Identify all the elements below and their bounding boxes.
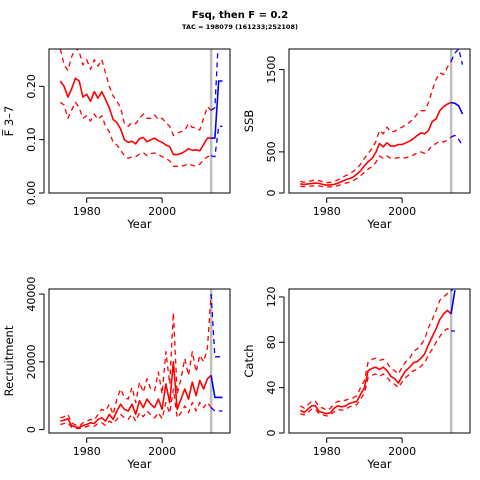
series-projection-median-line xyxy=(211,80,223,139)
series-projection-median-line xyxy=(210,375,223,399)
x-axis-label: Year xyxy=(126,217,152,231)
series-projection-upper-line xyxy=(450,49,464,65)
y-tick-label: 0 xyxy=(25,426,38,433)
x-axis-label: Year xyxy=(366,217,392,231)
plot-frame xyxy=(48,48,231,194)
series-historic-upper-line xyxy=(299,290,452,411)
y-tick-label: 0.10 xyxy=(25,127,38,152)
series-historic-lower-line xyxy=(300,328,452,417)
y-tick-label: 1500 xyxy=(265,56,278,84)
x-axis-label: Year xyxy=(366,457,392,471)
x-tick-label: 1980 xyxy=(313,445,341,458)
figure-title: Fsq, then F = 0.2 xyxy=(191,10,289,21)
y-tick-label: 0.20 xyxy=(25,74,38,99)
series-projection-lower-line xyxy=(210,125,223,158)
y-axis-label: Catch xyxy=(242,344,256,377)
plot-frame xyxy=(48,288,231,434)
y-tick-label: 40000 xyxy=(25,277,38,312)
series-projection-lower-line xyxy=(450,134,464,146)
y-tick-label: 0.00 xyxy=(25,181,38,206)
x-tick-label: 1980 xyxy=(73,205,101,218)
x-axis-label: Year xyxy=(126,457,152,471)
series-historic-upper-line xyxy=(300,60,452,184)
series-historic-median-line xyxy=(60,360,212,429)
series-historic-lower-line xyxy=(60,388,212,430)
plot-frame xyxy=(288,48,471,194)
series-projection-upper-line xyxy=(210,49,219,111)
series-historic-lower-line xyxy=(59,101,212,167)
y-tick-label: 120 xyxy=(265,286,278,307)
y-tick-label: 40 xyxy=(265,381,278,395)
plot-frame xyxy=(288,288,471,434)
y-axis-label: SSB xyxy=(242,110,256,133)
series-projection-upper-line xyxy=(450,289,454,292)
x-tick-label: 2000 xyxy=(148,445,176,458)
y-tick-label: 500 xyxy=(265,141,278,162)
y-tick-label: 20000 xyxy=(25,344,38,379)
figure-subtitle: TAC = 198079 (161233;252108) xyxy=(182,23,298,31)
series-projection-median-line xyxy=(450,101,464,115)
panel-bottom-right: 1980 2000 0 40 80 120 Year Catch xyxy=(242,286,471,471)
y-axis-label: Recruitment xyxy=(2,325,16,396)
series-historic-median-line xyxy=(299,309,452,415)
y-tick-label: 80 xyxy=(265,335,278,349)
y-tick-label: 0 xyxy=(265,190,278,197)
x-tick-label: 2000 xyxy=(388,445,416,458)
series-historic-upper-line xyxy=(59,49,212,137)
series-projection-upper-line xyxy=(210,294,223,358)
series-historic-lower-line xyxy=(300,136,452,188)
x-tick-label: 1980 xyxy=(73,445,101,458)
panel-top-left: 1980 2000 0.00 0.10 0.20 Year F̅ 3–7 xyxy=(1,48,231,231)
series-historic-upper-line xyxy=(60,294,212,427)
x-tick-label: 2000 xyxy=(388,205,416,218)
series-projection-median-line xyxy=(450,289,456,315)
y-tick-label: 0 xyxy=(265,430,278,437)
x-tick-label: 1980 xyxy=(313,205,341,218)
series-historic-median-line xyxy=(59,77,212,156)
panel-top-right: 1980 2000 0 500 1500 Year SSB xyxy=(242,48,471,231)
x-tick-label: 2000 xyxy=(148,205,176,218)
series-projection-lower-line xyxy=(210,407,223,412)
y-axis-label: F̅ 3–7 xyxy=(1,106,16,137)
series-historic-median-line xyxy=(300,101,452,186)
